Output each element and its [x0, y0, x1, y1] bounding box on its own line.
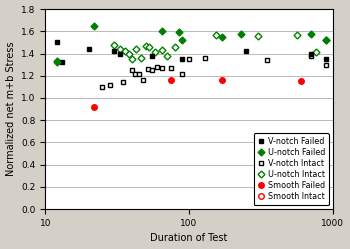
V-notch Intact	[100, 85, 105, 88]
V-notch Intact	[203, 57, 208, 60]
V-notch Intact	[265, 59, 270, 62]
U-notch Failed	[309, 32, 313, 35]
V-notch Failed	[309, 52, 313, 55]
Line: V-notch Intact: V-notch Intact	[100, 53, 329, 89]
U-notch Intact	[256, 34, 260, 37]
V-notch Failed	[112, 50, 116, 53]
V-notch Intact	[309, 54, 313, 57]
V-notch Intact	[180, 72, 184, 75]
U-notch Intact	[295, 33, 299, 36]
V-notch Failed	[244, 50, 248, 53]
U-notch Failed	[160, 30, 164, 33]
X-axis label: Duration of Test: Duration of Test	[150, 234, 228, 244]
U-notch Intact	[144, 44, 148, 47]
U-notch Failed	[177, 31, 181, 34]
U-notch Intact	[112, 43, 116, 46]
V-notch Failed	[86, 48, 91, 51]
U-notch Failed	[324, 39, 328, 42]
Line: U-notch Failed: U-notch Failed	[54, 23, 329, 65]
V-notch Intact	[155, 65, 159, 68]
U-notch Intact	[118, 48, 122, 51]
Legend: V-notch Failed, U-notch Failed, V-notch Intact, U-notch Intact, Smooth Failed, S: V-notch Failed, U-notch Failed, V-notch …	[254, 133, 329, 205]
Smooth Failed	[92, 105, 97, 108]
U-notch Intact	[147, 45, 152, 48]
U-notch Intact	[139, 57, 143, 60]
V-notch Failed	[60, 61, 64, 64]
V-notch Intact	[121, 81, 126, 84]
U-notch Intact	[55, 60, 59, 63]
Line: Smooth Failed: Smooth Failed	[92, 77, 304, 110]
U-notch Intact	[123, 50, 127, 53]
V-notch Failed	[149, 54, 154, 57]
U-notch Intact	[314, 51, 318, 54]
U-notch Intact	[173, 45, 177, 48]
Y-axis label: Normalized net m+b Stress: Normalized net m+b Stress	[6, 42, 15, 176]
U-notch Intact	[160, 49, 164, 52]
V-notch Intact	[137, 72, 141, 75]
V-notch Failed	[180, 58, 184, 61]
U-notch Intact	[165, 54, 169, 57]
U-notch Intact	[130, 58, 134, 61]
U-notch Intact	[153, 51, 157, 54]
Smooth Failed	[299, 80, 303, 83]
V-notch Failed	[324, 58, 328, 61]
V-notch Intact	[169, 66, 173, 69]
U-notch Intact	[126, 52, 131, 55]
U-notch Failed	[180, 39, 184, 42]
V-notch Failed	[118, 52, 122, 55]
U-notch Failed	[220, 35, 224, 38]
Smooth Failed	[169, 79, 173, 82]
V-notch Intact	[160, 66, 164, 69]
U-notch Intact	[324, 39, 328, 42]
Smooth Failed	[220, 79, 224, 82]
U-notch Failed	[92, 24, 97, 27]
V-notch Intact	[141, 79, 145, 82]
V-notch Intact	[133, 72, 137, 75]
V-notch Intact	[107, 83, 112, 86]
V-notch Intact	[130, 69, 134, 72]
U-notch Intact	[214, 33, 218, 36]
U-notch Intact	[134, 48, 139, 51]
U-notch Failed	[239, 32, 243, 35]
V-notch Intact	[187, 58, 191, 61]
Line: V-notch Failed: V-notch Failed	[54, 40, 329, 65]
V-notch Intact	[324, 63, 328, 66]
V-notch Intact	[146, 67, 150, 70]
U-notch Failed	[55, 61, 59, 64]
V-notch Failed	[55, 41, 59, 44]
V-notch Intact	[149, 69, 154, 72]
Line: U-notch Intact: U-notch Intact	[54, 32, 329, 64]
